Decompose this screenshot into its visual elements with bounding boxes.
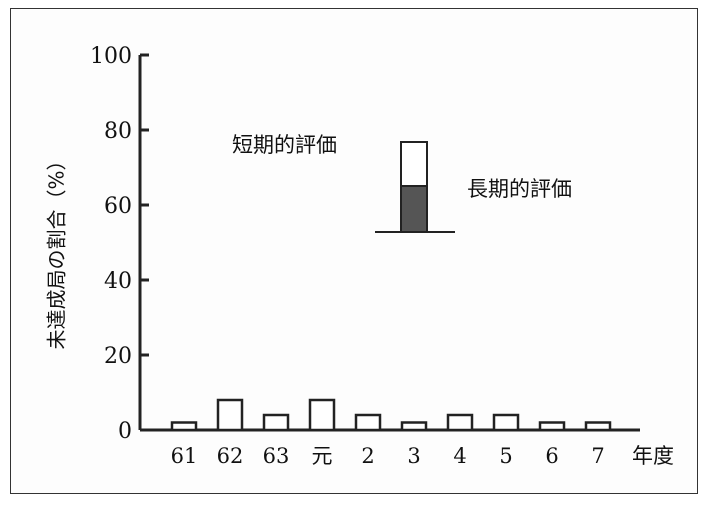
bar-short — [170, 421, 198, 432]
y-tick-label: 40 — [104, 269, 132, 294]
x-axis-label: 年度 — [632, 444, 674, 468]
y-tick-label: 80 — [104, 119, 132, 144]
x-tick-label: 7 — [591, 444, 604, 468]
bar-short — [492, 413, 520, 432]
bar-short — [216, 398, 244, 432]
y-tick-label: 100 — [90, 44, 132, 69]
y-ticks: 0 20 40 60 80 100 — [90, 44, 149, 444]
bar-short — [584, 421, 612, 432]
y-tick-label: 0 — [118, 419, 132, 444]
x-tick-label: 3 — [407, 444, 420, 468]
bar-short — [538, 421, 566, 432]
y-tick-label: 20 — [104, 344, 132, 369]
y-axis-label: 未達成局の割合（%） — [45, 150, 69, 349]
x-tick-label: 6 — [545, 444, 558, 468]
legend-long-label: 長期的評価 — [467, 177, 572, 201]
y-tick-label: 60 — [104, 194, 132, 219]
x-tick-label: 4 — [453, 444, 466, 468]
x-tick-label: 元 — [312, 444, 333, 468]
x-tick-label: 61 — [171, 444, 198, 468]
bar-short — [262, 413, 290, 432]
bar-short — [354, 413, 382, 432]
x-tick-label: 63 — [263, 444, 290, 468]
bar-short — [308, 398, 336, 432]
legend: 短期的評価 長期的評価 — [232, 133, 572, 233]
chart-frame — [10, 8, 698, 494]
x-tick-label: 2 — [361, 444, 374, 468]
bars — [170, 398, 612, 432]
legend-long-segment — [400, 185, 428, 233]
legend-short-segment — [400, 141, 428, 187]
x-tick-label: 5 — [499, 444, 512, 468]
x-tick-label: 62 — [217, 444, 244, 468]
bar-short — [446, 413, 474, 432]
bar-short — [400, 421, 428, 432]
legend-short-label: 短期的評価 — [232, 133, 337, 157]
x-tick-labels: 61 62 63 元 2 3 4 5 6 7 — [171, 444, 605, 468]
